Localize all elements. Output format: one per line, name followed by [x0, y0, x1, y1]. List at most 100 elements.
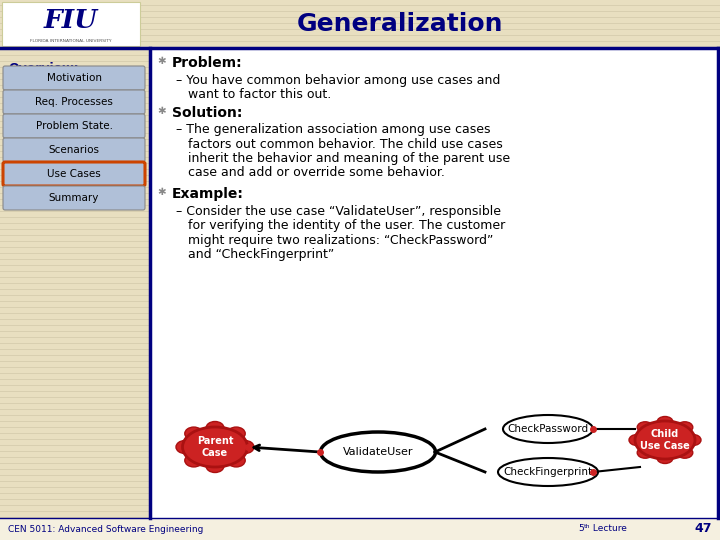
Bar — [0, 174, 150, 176]
Bar — [0, 226, 150, 227]
Bar — [0, 286, 150, 287]
Bar — [0, 234, 150, 236]
Bar — [0, 132, 150, 134]
Bar — [0, 438, 150, 440]
Text: Generalization: Generalization — [297, 12, 503, 36]
Bar — [0, 292, 150, 293]
Bar — [0, 109, 150, 110]
Text: case and add or override some behavior.: case and add or override some behavior. — [176, 166, 445, 179]
Bar — [0, 514, 150, 515]
Bar — [0, 37, 720, 39]
Bar — [0, 319, 150, 320]
Bar — [0, 192, 150, 194]
Bar — [0, 423, 150, 425]
Text: might require two realizations: “CheckPassword”: might require two realizations: “CheckPa… — [176, 234, 493, 247]
Bar — [0, 448, 150, 449]
Bar — [0, 450, 150, 452]
Bar — [0, 190, 150, 191]
Bar — [0, 462, 150, 464]
Text: ValidateUser: ValidateUser — [343, 447, 413, 457]
Bar — [0, 184, 150, 185]
Bar — [0, 342, 150, 344]
Text: – Consider the use case “ValidateUser”, responsible: – Consider the use case “ValidateUser”, … — [176, 205, 501, 218]
Bar — [0, 417, 150, 419]
Bar — [0, 165, 150, 167]
Text: Overview:: Overview: — [8, 62, 78, 75]
Bar — [0, 516, 150, 518]
Bar — [0, 186, 150, 188]
Bar — [0, 78, 150, 80]
Bar — [0, 469, 150, 470]
Text: and “CheckFingerprint”: and “CheckFingerprint” — [176, 248, 334, 261]
Bar — [0, 325, 150, 326]
Bar — [0, 465, 150, 467]
Bar — [0, 492, 150, 494]
Bar — [151, 48, 718, 518]
Bar — [0, 367, 150, 368]
Bar — [0, 327, 150, 329]
Bar — [0, 244, 150, 245]
FancyBboxPatch shape — [3, 138, 145, 162]
Bar — [0, 23, 720, 24]
Bar — [0, 199, 150, 200]
Bar — [0, 400, 150, 401]
Ellipse shape — [498, 458, 598, 486]
Bar — [0, 435, 150, 437]
Bar — [0, 207, 150, 209]
Ellipse shape — [185, 427, 203, 440]
Bar — [0, 388, 150, 389]
Ellipse shape — [629, 435, 645, 446]
Bar — [0, 147, 150, 149]
Bar — [0, 17, 720, 18]
Bar — [0, 111, 150, 113]
Bar — [0, 8, 720, 9]
Bar — [0, 280, 150, 281]
Bar — [0, 384, 150, 386]
Text: Motivation: Motivation — [47, 73, 102, 83]
Bar — [0, 303, 150, 305]
Bar — [0, 481, 150, 482]
Bar — [0, 93, 150, 95]
Bar — [0, 354, 150, 356]
Bar — [0, 205, 150, 206]
Text: factors out common behavior. The child use cases: factors out common behavior. The child u… — [176, 138, 503, 151]
Bar — [0, 64, 150, 65]
Bar — [0, 249, 150, 251]
Text: Lecture: Lecture — [590, 524, 627, 533]
Text: th: th — [584, 523, 590, 529]
Bar — [0, 51, 150, 53]
Text: Problem:: Problem: — [172, 56, 243, 70]
Text: Child
Use Case: Child Use Case — [640, 429, 690, 451]
FancyBboxPatch shape — [3, 90, 145, 114]
Bar — [0, 195, 150, 197]
Bar — [0, 346, 150, 347]
Text: ✱: ✱ — [158, 187, 166, 197]
Bar — [0, 321, 150, 323]
Text: CheckPassword: CheckPassword — [508, 424, 588, 434]
Bar — [0, 10, 720, 12]
Ellipse shape — [182, 427, 248, 467]
Bar — [0, 504, 150, 506]
Bar — [0, 55, 150, 56]
Bar — [0, 72, 150, 74]
Bar — [0, 394, 150, 395]
Bar — [0, 361, 150, 362]
Bar — [0, 334, 150, 335]
Bar — [0, 298, 150, 299]
Bar — [0, 70, 150, 71]
Bar — [0, 265, 150, 266]
Bar — [0, 454, 150, 455]
Text: inherit the behavior and meaning of the parent use: inherit the behavior and meaning of the … — [176, 152, 510, 165]
Bar — [0, 307, 150, 308]
Bar — [0, 415, 150, 416]
Bar — [0, 518, 720, 540]
Ellipse shape — [637, 447, 653, 458]
Bar — [0, 44, 720, 45]
Bar — [0, 180, 150, 182]
Bar — [0, 159, 150, 161]
Text: CheckFingerprint: CheckFingerprint — [503, 467, 593, 477]
Bar — [0, 261, 150, 263]
Bar — [0, 381, 150, 383]
Bar — [0, 460, 150, 461]
FancyBboxPatch shape — [3, 66, 145, 90]
